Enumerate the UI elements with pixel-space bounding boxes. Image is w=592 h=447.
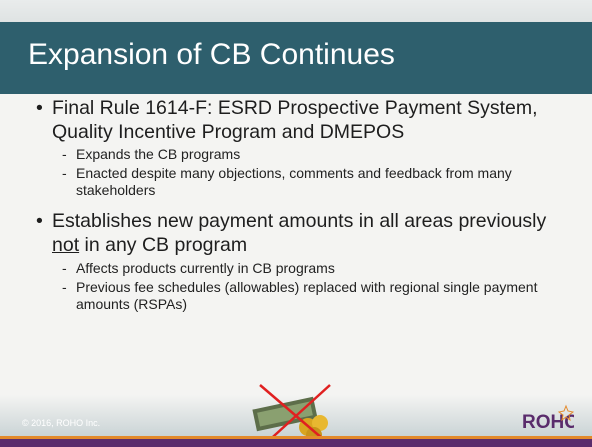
bullet-dot: • [36, 210, 43, 232]
dash: - [62, 165, 67, 181]
top-strip [0, 0, 592, 22]
sub-bullet: - Expands the CB programs [62, 146, 562, 163]
cross-line [259, 384, 331, 446]
sub-bullet: - Enacted despite many objections, comme… [62, 165, 562, 199]
sub-text: Enacted despite many objections, comment… [76, 165, 512, 198]
bullet: • Establishes new payment amounts in all… [36, 209, 576, 257]
dash: - [62, 260, 67, 276]
dash: - [62, 146, 67, 162]
bullet-text: Establishes new payment amounts in all a… [52, 209, 576, 257]
coin [312, 415, 328, 431]
dash: - [62, 279, 67, 295]
bullet-text: Final Rule 1614-F: ESRD Prospective Paym… [52, 96, 576, 144]
text-segment: Establishes new payment amounts in all a… [52, 210, 547, 232]
sub-bullet: - Previous fee schedules (allowables) re… [62, 279, 562, 313]
logo-text: ROHO [522, 412, 574, 433]
logo: ROHO [522, 404, 574, 433]
pill-blister-inner [257, 401, 313, 427]
text-segment: in any CB program [79, 234, 248, 256]
title-bar [0, 22, 592, 94]
bullet-dot: • [36, 97, 43, 119]
sub-bullet: - Affects products currently in CB progr… [62, 260, 562, 277]
sub-text: Affects products currently in CB program… [76, 260, 335, 276]
cross-line [263, 384, 331, 446]
footer: © 2016, ROHO Inc. [22, 418, 101, 428]
underlined-text: not [52, 234, 80, 256]
slide-title: Expansion of CB Continues [28, 38, 395, 71]
sub-text: Previous fee schedules (allowables) repl… [76, 279, 538, 312]
purple-line [0, 439, 592, 447]
orange-line [0, 436, 592, 439]
text-segment: Final Rule 1614-F: ESRD Prospective Paym… [52, 97, 538, 143]
bullet: • Final Rule 1614-F: ESRD Prospective Pa… [36, 96, 576, 144]
logo-star [557, 404, 574, 422]
sub-text: Expands the CB programs [76, 146, 241, 162]
